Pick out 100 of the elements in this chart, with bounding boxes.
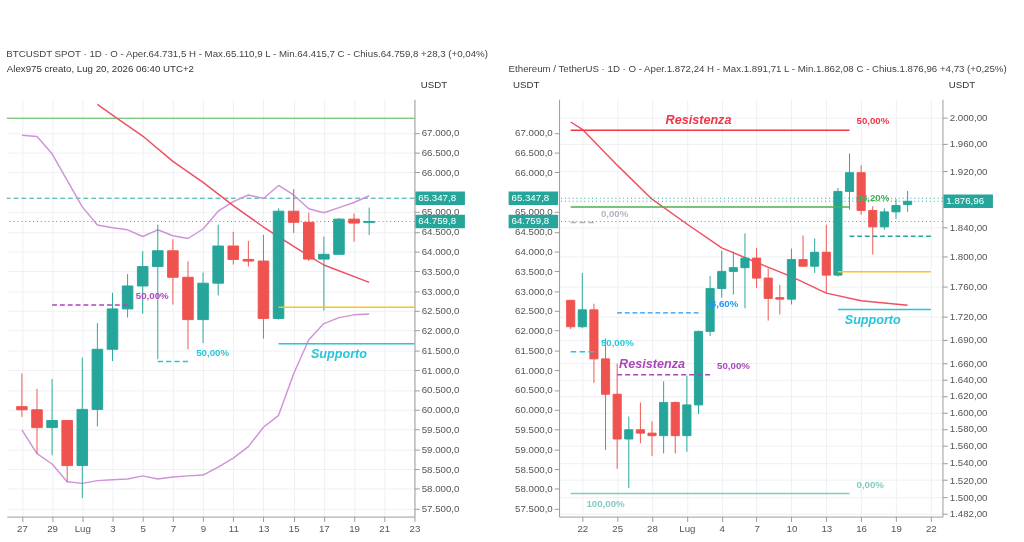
candlestick bbox=[624, 415, 634, 489]
text: Alex975 creato, Lug 20, 2026 06:40 UTC+2 bbox=[6, 63, 194, 75]
annotation: Resistenza bbox=[665, 112, 732, 127]
candlestick bbox=[348, 213, 360, 243]
y-tick-label: 1.560,00 bbox=[949, 440, 989, 452]
y-tick-label: 1.800,00 bbox=[949, 251, 989, 263]
candlestick bbox=[46, 378, 58, 456]
y-tick-label: 61.500,0 bbox=[421, 344, 461, 356]
y-tick-label: 64.500,0 bbox=[421, 226, 461, 238]
y-tick-label: 1.840,00 bbox=[949, 221, 989, 233]
x-tick-label: 7 bbox=[170, 522, 177, 534]
y-tick-label: 1.600,00 bbox=[949, 406, 989, 418]
candlestick bbox=[752, 247, 762, 289]
x-tick-label: 4 bbox=[719, 522, 726, 534]
y2-tick-label: 63.000,0 bbox=[515, 285, 554, 297]
x-tick-label: 13 bbox=[821, 522, 833, 534]
candlestick bbox=[227, 231, 240, 266]
y-tick-label: 66.000,0 bbox=[421, 166, 461, 178]
ref-line-label: 64.759,8 bbox=[511, 215, 550, 227]
x-tick-label: 22 bbox=[577, 522, 589, 534]
x-tick-label: 22 bbox=[925, 522, 937, 534]
y2-tick-label: 62.000,0 bbox=[515, 325, 554, 337]
x-tick-label: 21 bbox=[379, 522, 391, 534]
ref-line-label: 64.759,8 bbox=[418, 215, 457, 227]
x-tick-label: 29 bbox=[47, 522, 58, 534]
y-tick-label: 1.690,00 bbox=[949, 334, 989, 346]
x-tick-label: 10 bbox=[786, 522, 798, 534]
x-tick-label: Lug bbox=[679, 522, 696, 534]
annotation: 0,00% bbox=[600, 207, 629, 219]
candlestick bbox=[810, 237, 820, 274]
ref-line-label: 65.347,8 bbox=[511, 192, 550, 204]
x-tick-label: 25 bbox=[612, 522, 624, 534]
y-tick-label: 65.000,0 bbox=[421, 206, 461, 218]
line-series bbox=[21, 134, 370, 240]
y2-axis-title: USDT bbox=[512, 79, 540, 91]
x-tick-label: 7 bbox=[754, 522, 760, 534]
candlestick bbox=[287, 188, 300, 234]
y-tick-label: 1.920,00 bbox=[949, 165, 989, 177]
y-tick-label: 63.500,0 bbox=[421, 265, 461, 277]
y-tick-label: 59.000,0 bbox=[421, 443, 461, 455]
candlestick bbox=[318, 236, 330, 311]
candlestick bbox=[121, 273, 134, 319]
y-tick-label: 1.620,00 bbox=[949, 390, 989, 402]
x-tick-label: 11 bbox=[228, 522, 239, 534]
y2-tick-label: 59.000,0 bbox=[515, 443, 554, 455]
y2-tick-label: 64.500,0 bbox=[515, 226, 554, 238]
y-tick-label: 62.500,0 bbox=[421, 305, 461, 317]
candlestick bbox=[868, 205, 878, 255]
y2-tick-label: 61.000,0 bbox=[515, 364, 554, 376]
x-tick-label: 27 bbox=[16, 522, 28, 534]
y-tick-label: 60.500,0 bbox=[421, 384, 461, 396]
x-tick-label: 3 bbox=[110, 522, 116, 534]
annotation: 50,00% bbox=[717, 360, 751, 372]
x-tick-label: 13 bbox=[258, 522, 270, 534]
x-tick-label: 19 bbox=[891, 522, 902, 534]
annotation: Supporto bbox=[844, 313, 902, 327]
y2-tick-label: 61.500,0 bbox=[515, 344, 554, 356]
y-tick-label: 59.500,0 bbox=[421, 423, 461, 435]
y-tick-label: 1.520,00 bbox=[949, 474, 989, 486]
y2-tick-label: 67.000,0 bbox=[515, 127, 554, 139]
x-tick-label: 19 bbox=[349, 522, 360, 534]
line-series bbox=[96, 103, 370, 284]
chart-title: Ethereum / TetherUS · 1D · O - Aper.1.872,24 H - Max.1.891,71 L - Min.1.862,08 C - Chius.1.876,96 +4,73 (+0,25%) bbox=[508, 63, 1007, 75]
candlestick bbox=[821, 224, 831, 294]
x-tick-label: Lug bbox=[74, 522, 91, 534]
candlestick bbox=[31, 388, 43, 455]
x-tick-label: 5 bbox=[140, 522, 146, 534]
y-tick-label: 1.660,00 bbox=[949, 358, 989, 370]
y-tick-label: 58.000,0 bbox=[421, 483, 461, 495]
y2-tick-label: 66.000,0 bbox=[515, 166, 554, 178]
candlestick bbox=[775, 284, 785, 315]
candlestick bbox=[647, 420, 657, 457]
annotation: 0,00% bbox=[856, 478, 885, 490]
y-tick-label: 60.000,0 bbox=[421, 404, 461, 416]
y2-tick-label: 63.500,0 bbox=[515, 265, 554, 277]
x-tick-label: 28 bbox=[647, 522, 658, 534]
y-tick-label: 64.000,0 bbox=[421, 245, 461, 257]
y-tick-label: 63.000,0 bbox=[421, 285, 461, 297]
annotation: 50,00% bbox=[196, 346, 230, 358]
y2-tick-label: 65.000,0 bbox=[515, 206, 554, 218]
annotation: Resistenza bbox=[619, 357, 685, 372]
annotation: 50,00% bbox=[856, 115, 890, 127]
y-tick-label: 1.482,00 bbox=[949, 507, 989, 519]
y-axis-title: USDT bbox=[420, 79, 448, 91]
y2-tick-label: 64.000,0 bbox=[515, 245, 554, 257]
candlestick bbox=[16, 372, 28, 418]
y-tick-label: 1.500,00 bbox=[949, 492, 989, 504]
x-tick-label: 9 bbox=[200, 522, 207, 534]
annotation: 100,00% bbox=[586, 498, 626, 510]
y2-tick-label: 62.500,0 bbox=[515, 305, 554, 317]
candlestick bbox=[798, 235, 808, 267]
x-tick-label: 15 bbox=[288, 522, 300, 534]
x-tick-label: 16 bbox=[856, 522, 868, 534]
y-tick-label: 57.500,0 bbox=[421, 503, 461, 515]
candlestick bbox=[242, 240, 255, 268]
y2-tick-label: 66.500,0 bbox=[515, 147, 554, 159]
candlestick bbox=[740, 232, 750, 309]
x-tick-label: 17 bbox=[318, 522, 330, 534]
y-tick-label: 58.500,0 bbox=[421, 463, 461, 475]
chart-title: BTCUSDT SPOT · 1D · O - Aper.64.731,5 H - Max.65.110,9 L - Min.64.415,7 C - Chius.64.759,8 +28,3 (+0,04%) bbox=[6, 47, 488, 59]
